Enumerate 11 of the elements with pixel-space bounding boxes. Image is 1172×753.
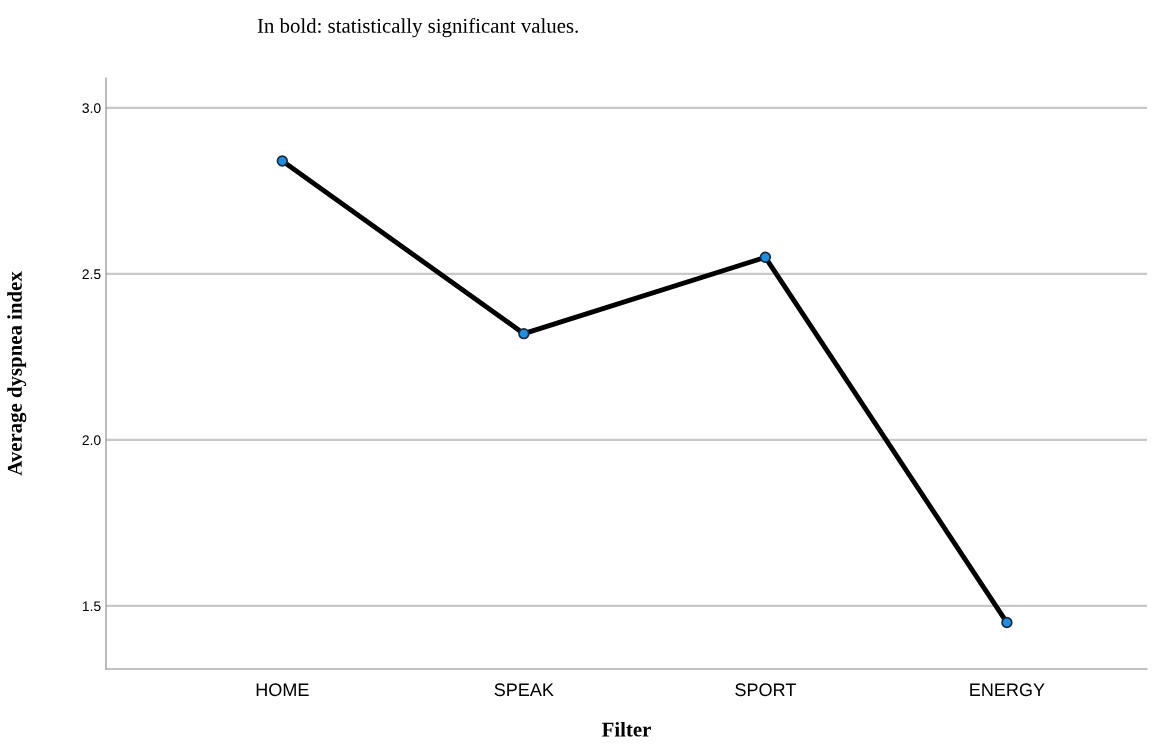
text: In bold: statistically significant values. (257, 18, 578, 38)
y-tick-label: 2.5 (82, 269, 101, 280)
x-tick-label: SPORT (735, 683, 796, 697)
y-tick-label: 2.0 (82, 435, 101, 446)
y-axis-title: Average dyspnea index (7, 271, 27, 476)
x-tick-label: HOME (256, 683, 309, 697)
x-axis-title: Filter (601, 721, 651, 737)
x-tick-label: ENERGY (970, 683, 1045, 697)
x-tick-label: SPEAK (494, 683, 554, 697)
y-tick-label: 1.5 (82, 601, 101, 612)
y-tick-label: 3.0 (82, 103, 101, 114)
